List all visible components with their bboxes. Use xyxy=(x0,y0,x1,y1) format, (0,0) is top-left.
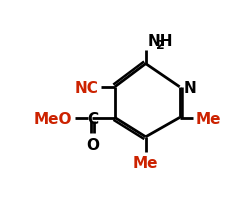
Text: C: C xyxy=(87,111,98,126)
Text: 2: 2 xyxy=(156,38,165,51)
Text: Me: Me xyxy=(196,111,221,126)
Text: Me: Me xyxy=(133,155,158,170)
Text: NH: NH xyxy=(147,34,173,49)
Text: MeO: MeO xyxy=(34,111,72,126)
Text: O: O xyxy=(86,137,99,152)
Text: NC: NC xyxy=(75,81,99,95)
Text: N: N xyxy=(184,81,196,95)
